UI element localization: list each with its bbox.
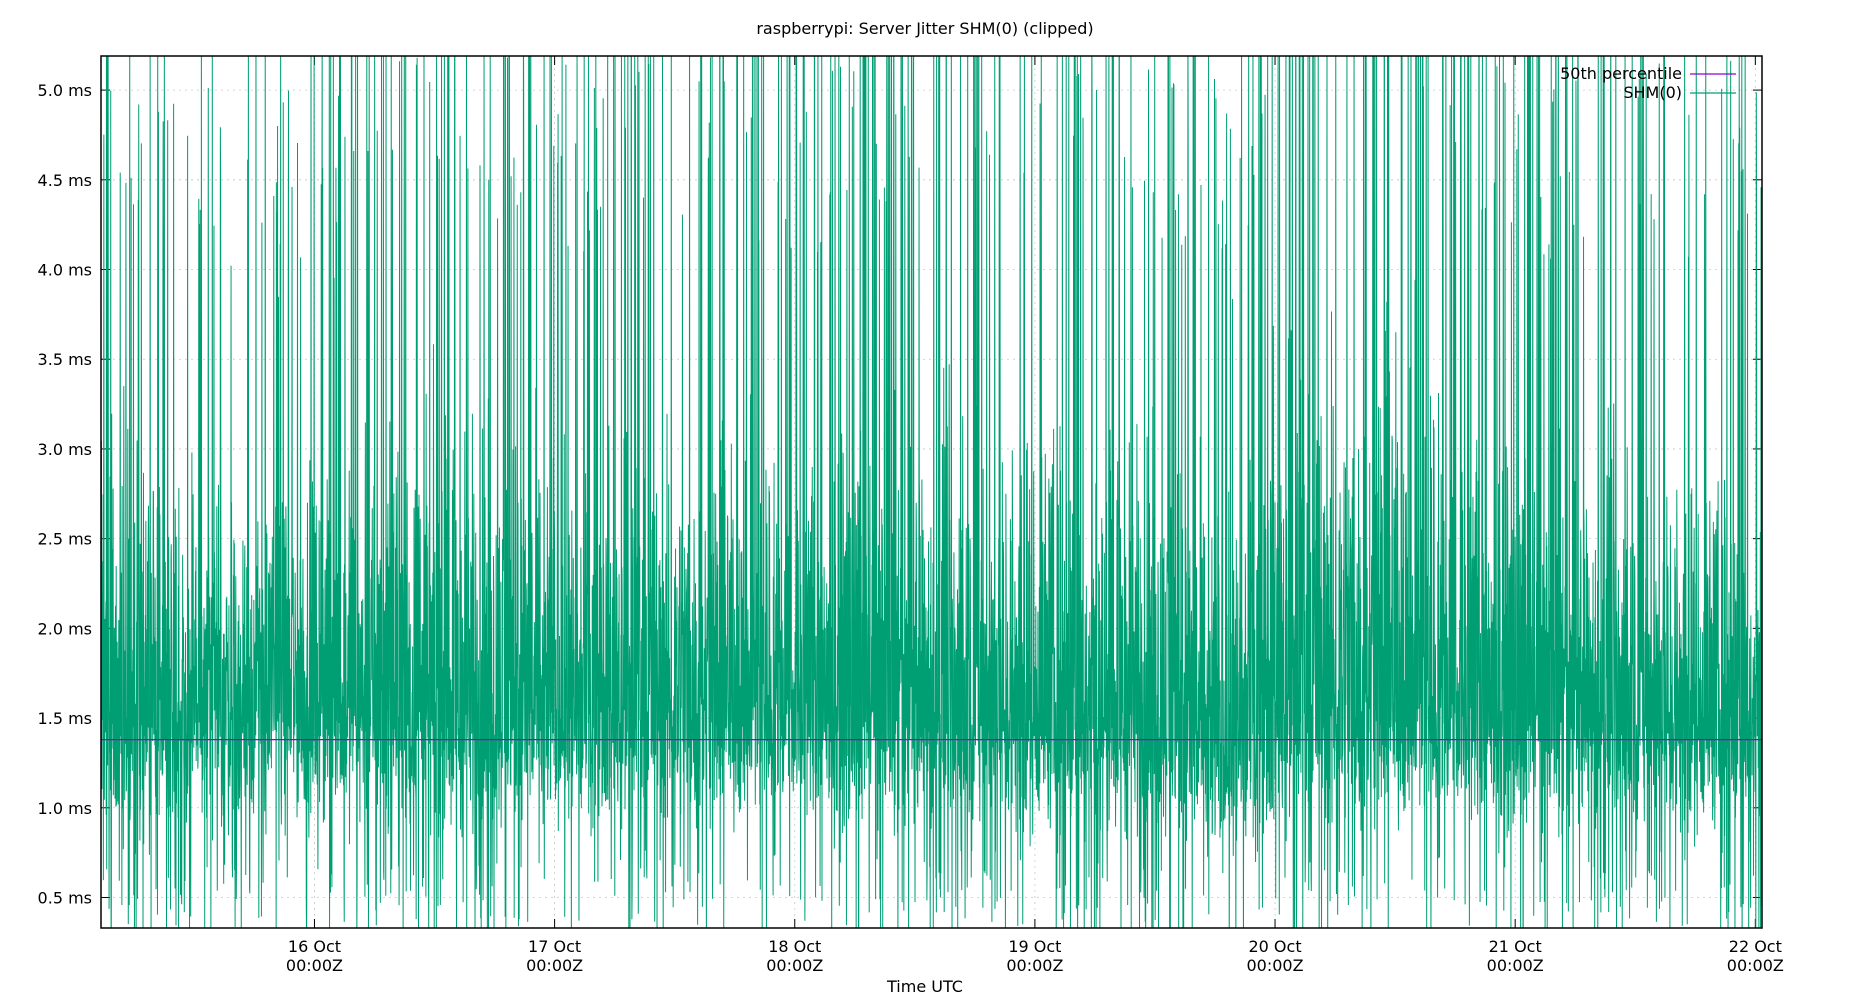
x-tick-label-date: 17 Oct [528,937,581,956]
x-tick-label-time: 00:00Z [1006,956,1063,975]
x-tick-label-time: 00:00Z [1487,956,1544,975]
x-tick-label-date: 18 Oct [768,937,821,956]
plot-clip-group [101,56,1762,928]
y-tick-label: 0.5 ms [38,888,92,907]
legend: 50th percentile SHM(0) [1560,64,1736,102]
y-tick-label: 1.5 ms [38,709,92,728]
x-tick-label-time: 00:00Z [286,956,343,975]
y-tick-label: 3.5 ms [38,350,92,369]
x-tick-label-time: 00:00Z [766,956,823,975]
y-ticks: 0.5 ms 1.0 ms 1.5 ms 2.0 ms 2.5 ms 3.0 ms 3.5 … [38,81,1762,907]
x-tick-label-date: 22 Oct [1729,937,1782,956]
x-tick-label-date: 21 Oct [1489,937,1542,956]
y-tick-label: 2.0 ms [38,619,92,638]
plot-frame [100,55,1763,929]
x-tick-label-date: 19 Oct [1008,937,1061,956]
legend-label-shm0: SHM(0) [1623,83,1682,102]
y-tick-label: 2.5 ms [38,530,92,549]
x-tick-label-date: 20 Oct [1248,937,1301,956]
y-tick-label: 1.0 ms [38,799,92,818]
x-tick-label-date: 16 Oct [288,937,341,956]
y-tick-label: 4.0 ms [38,261,92,280]
y-tick-label: 4.5 ms [38,171,92,190]
x-axis-label: Time UTC [886,977,963,996]
chart-title: raspberrypi: Server Jitter SHM(0) (clipp… [756,19,1093,38]
legend-label-50th-percentile: 50th percentile [1560,64,1682,83]
x-tick-label-time: 00:00Z [1247,956,1304,975]
x-tick-label-time: 00:00Z [1727,956,1784,975]
y-tick-label: 3.0 ms [38,440,92,459]
x-tick-label-time: 00:00Z [526,956,583,975]
y-tick-label: 5.0 ms [38,81,92,100]
series-line-shm0 [101,56,1762,928]
